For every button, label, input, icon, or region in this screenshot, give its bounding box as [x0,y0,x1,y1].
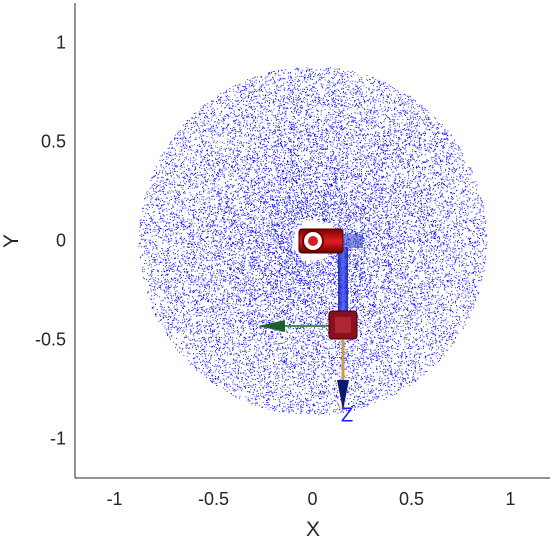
y-tick-label: -1 [50,428,66,448]
x-tick-label: -1 [107,489,123,509]
x-axis-arrow-head [258,320,285,332]
x-tick-label: 1 [505,489,515,509]
y-tick-label: -0.5 [35,329,66,349]
robot-arm-overlay [258,228,363,410]
axes [74,3,550,479]
y-tick-label: 0 [56,231,66,251]
x-tick-labels: -1 -0.5 0 0.5 1 [107,489,516,509]
base-link-stub [343,234,363,248]
scatter-points [138,67,488,416]
point-cloud [138,67,488,416]
z-axis-arrow [337,380,349,410]
x-tick-label: 0 [307,489,317,509]
elbow-joint-inner [335,317,351,333]
x-tick-label: 0.5 [399,489,424,509]
x-axis-label: X [306,518,320,540]
z-axis-shaft [338,247,348,317]
y-tick-labels: -1 -0.5 0 0.5 1 [35,33,66,449]
y-axis-label: Y [0,234,23,248]
base-joint-core [308,236,318,246]
x-tick-label: -0.5 [198,489,229,509]
y-tick-label: 1 [56,33,66,53]
y-tick-label: 0.5 [41,132,66,152]
z-axis-annotation: Z [341,405,353,427]
